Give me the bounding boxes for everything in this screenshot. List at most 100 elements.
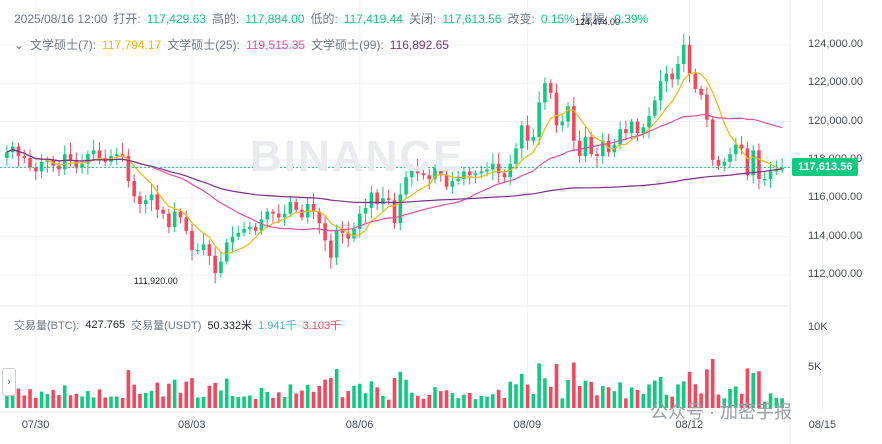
candle-body xyxy=(178,211,183,218)
date-text: 2025/08/16 12:00 xyxy=(14,11,108,26)
volume-bar xyxy=(34,397,38,408)
candle-body xyxy=(658,81,663,101)
change-label: 改变: xyxy=(507,12,535,26)
candle-body xyxy=(676,64,680,80)
open-label: 打开: xyxy=(113,12,141,26)
volume-btc-value: 427.765 xyxy=(85,319,126,331)
volume-ma-b: 3.103千 xyxy=(302,320,342,332)
candle-body xyxy=(751,150,755,176)
candle-body xyxy=(404,177,408,195)
candle-body xyxy=(300,209,304,218)
volume-bar xyxy=(329,378,333,408)
ma7-label: 文学硕士(7): xyxy=(30,38,97,52)
volume-header: 交易量(BTC): 427.765 交易量(USDT) 50.332米 1.94… xyxy=(14,317,341,333)
candle-body xyxy=(566,106,570,122)
volume-bar xyxy=(230,395,235,408)
candle-body xyxy=(392,200,397,224)
volume-ma-a: 1.941千 xyxy=(258,320,297,332)
candle-body xyxy=(363,207,368,214)
amplitude-value: 0.39% xyxy=(614,11,649,26)
ma25-label: 文学硕士(25): xyxy=(167,38,240,52)
ma7-line xyxy=(6,71,783,255)
expand-panel-button[interactable]: › xyxy=(2,368,16,396)
volume-bar xyxy=(757,371,761,408)
volume-bar xyxy=(334,369,339,408)
volume-bar xyxy=(236,397,241,408)
volume-bar xyxy=(184,381,189,408)
volume-usdt-label: 交易量(USDT) xyxy=(131,320,202,332)
volume-bar xyxy=(612,391,617,408)
close-value: 117,613.56 xyxy=(442,11,502,26)
volume-bar xyxy=(710,358,715,408)
candle-body xyxy=(473,173,478,176)
volume-bar xyxy=(103,397,108,408)
chevron-down-icon[interactable]: ⌄ xyxy=(14,37,25,52)
volume-bar xyxy=(438,391,443,408)
volume-bar xyxy=(734,386,738,408)
volume-bars xyxy=(5,358,784,408)
candle-body xyxy=(438,167,443,176)
candle-body xyxy=(184,217,189,231)
volume-bar xyxy=(444,390,449,408)
candle-body xyxy=(739,144,744,149)
candle-body xyxy=(126,156,131,182)
candle-body xyxy=(641,127,646,134)
candle-body xyxy=(444,175,449,187)
volume-bar xyxy=(491,394,495,408)
volume-bar xyxy=(115,396,119,408)
volume-bar xyxy=(201,396,206,408)
volume-bar xyxy=(780,398,784,408)
candle-body xyxy=(525,125,530,141)
candle-body xyxy=(323,223,327,241)
volume-bar xyxy=(120,397,125,408)
volume-bar xyxy=(774,397,779,408)
volume-bar xyxy=(762,401,767,408)
time-tick-label: 08/03 xyxy=(178,419,206,431)
candle-body xyxy=(595,154,599,157)
candle-body xyxy=(479,171,484,174)
volume-bar xyxy=(467,392,472,408)
volume-bar xyxy=(577,385,582,408)
candle-body xyxy=(34,167,38,172)
price-tick-label: 114,000.00 xyxy=(808,229,863,242)
candle-body xyxy=(410,169,414,178)
time-tick-label: 08/15 xyxy=(808,419,837,431)
ohlc-row: 2025/08/16 12:00 打开: 117,429.63 高的: 117,… xyxy=(14,10,648,27)
volume-bar xyxy=(589,381,593,408)
volume-bar xyxy=(149,390,154,408)
volume-bar xyxy=(687,371,692,408)
candle-body xyxy=(28,158,32,168)
candle-body xyxy=(329,240,333,258)
candle-body xyxy=(745,148,750,176)
open-value: 117,429.63 xyxy=(146,11,206,26)
volume-bar xyxy=(80,396,84,408)
volume-bar xyxy=(91,397,96,408)
volume-bar xyxy=(624,398,628,408)
volume-bar xyxy=(57,395,61,408)
volume-bar xyxy=(369,381,374,408)
volume-bar xyxy=(282,397,287,408)
candle-body xyxy=(224,242,229,262)
candle-body xyxy=(294,202,298,210)
volume-bar xyxy=(132,384,136,408)
candle-body xyxy=(398,194,403,224)
candle-body xyxy=(357,213,362,229)
candle-body xyxy=(5,152,9,158)
candle-body xyxy=(681,44,686,65)
volume-bar xyxy=(375,387,379,408)
candle-body xyxy=(242,228,246,233)
candle-body xyxy=(91,150,96,155)
candle-body xyxy=(589,136,593,155)
candle-body xyxy=(62,154,67,170)
grid xyxy=(0,0,824,412)
volume-bar xyxy=(410,392,414,408)
candle-body xyxy=(74,159,79,168)
volume-bar xyxy=(404,379,408,408)
volume-bar xyxy=(51,390,55,408)
candle-body xyxy=(311,204,316,212)
volume-bar xyxy=(224,378,229,408)
ma25-value: 119,515.35 xyxy=(245,37,306,52)
candle-body xyxy=(519,125,524,149)
ma-lines xyxy=(6,71,783,255)
